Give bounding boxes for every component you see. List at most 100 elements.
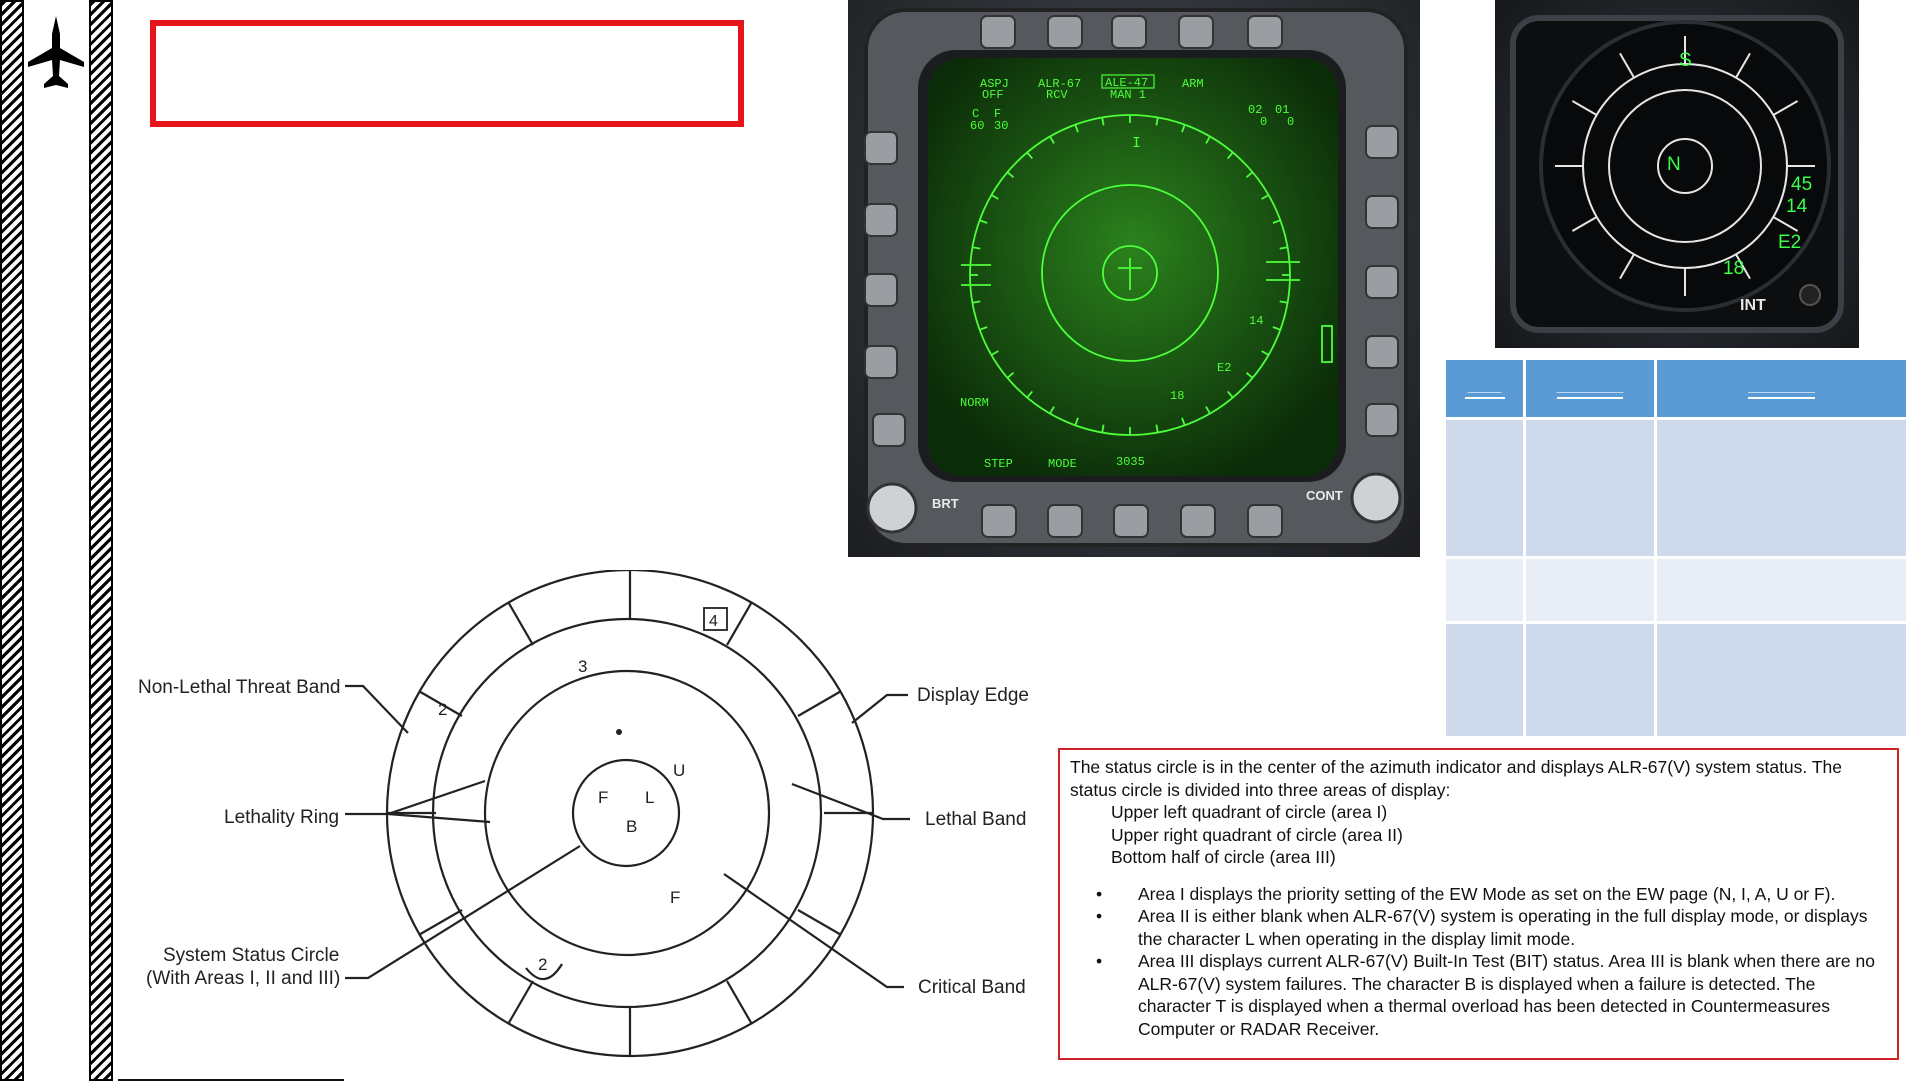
table-cell	[1526, 559, 1654, 621]
symbol-u: U	[673, 761, 685, 780]
tick-mark	[1772, 216, 1799, 232]
left-hazard-rail	[0, 0, 24, 1081]
table-cell	[1446, 559, 1523, 621]
right-hazard-rail	[89, 0, 113, 1081]
cont-knob[interactable]	[1350, 472, 1402, 524]
tick-mark	[1049, 406, 1055, 415]
ale47-label: ALE-47	[1105, 76, 1148, 90]
table-cell	[1446, 420, 1523, 556]
tick-mark	[419, 909, 463, 936]
table-cell	[1657, 420, 1906, 556]
table-cell	[1526, 420, 1654, 556]
tick-mark	[1571, 216, 1598, 232]
aspj-label: ASPJ	[980, 77, 1009, 91]
leader-lethality-1	[345, 779, 486, 816]
alr67-label: ALR-67	[1038, 77, 1081, 91]
status-circle	[1102, 245, 1158, 301]
int-knob[interactable]	[1799, 284, 1821, 306]
tick-mark	[726, 980, 753, 1024]
system-status-circle	[571, 758, 681, 868]
area-1-description: Upper left quadrant of circle (area I)	[1111, 802, 1388, 822]
brt-knob[interactable]	[866, 482, 918, 534]
prog-o2-count: 0	[1260, 115, 1267, 129]
azimuth-status-circle	[1657, 138, 1713, 194]
mfd-tick-marks	[970, 115, 1290, 435]
footer-line	[118, 1079, 344, 1081]
tick-mark	[726, 602, 753, 646]
label-lethal-band: Lethal Band	[925, 809, 1026, 830]
table-header-1: ____	[1446, 360, 1523, 417]
table-header-2: ________	[1526, 360, 1654, 417]
tick-mark	[1074, 417, 1079, 426]
left-bezel-buttons[interactable]	[864, 131, 906, 447]
leader-non-lethal	[345, 684, 409, 734]
tick-mark	[1026, 151, 1033, 160]
mfd-display: BRT CONT ASPJ OFF ALR-67 RCV ALE-47 MAN …	[848, 0, 1420, 557]
rwr-threat-e2: E2	[1778, 232, 1801, 253]
info-bullets: Area I displays the priority setting of …	[1070, 883, 1887, 1041]
tick-mark	[990, 350, 999, 356]
code-label: 3035	[1116, 455, 1145, 469]
page-title	[156, 26, 738, 66]
label-status-circle-1: System Status Circle	[163, 945, 339, 966]
table-header-3: ________	[1657, 360, 1906, 417]
mode-label: MODE	[1048, 457, 1077, 471]
tick-mark	[1619, 253, 1635, 280]
symbol-f-area1: F	[598, 788, 608, 807]
table-cell	[1446, 624, 1523, 736]
ale47-state: MAN 1	[1110, 88, 1146, 102]
right-bezel-buttons[interactable]	[1365, 125, 1399, 437]
table-cell	[1657, 559, 1906, 621]
tick-mark	[1245, 171, 1254, 178]
norm-label: NORM	[960, 396, 989, 410]
bullet-area-1: Area I displays the priority setting of …	[1096, 883, 1887, 906]
bottom-bezel-buttons[interactable]	[981, 504, 1283, 538]
info-table: ____ ________ ________	[1443, 357, 1909, 739]
tick-mark	[1074, 124, 1079, 133]
prog-o1: 01	[1275, 103, 1289, 117]
threat-symbol-e2: E2	[1217, 361, 1231, 375]
symbol-b-area3: B	[626, 817, 637, 836]
leader-status	[345, 845, 581, 980]
threat-arc	[525, 963, 563, 981]
rwr-threat-14: 14	[1786, 196, 1808, 217]
tick-mark	[1772, 100, 1799, 116]
tick-mark	[797, 690, 841, 717]
label-non-lethal-band: Non-Lethal Threat Band	[138, 677, 340, 698]
int-knob-label: INT	[1740, 297, 1766, 314]
tick-mark	[1205, 135, 1211, 144]
table-cell	[1526, 624, 1654, 736]
tick-mark	[507, 602, 534, 646]
tick-mark	[797, 909, 841, 936]
threat-symbol-14: 14	[1249, 314, 1263, 328]
top-bezel-buttons[interactable]	[980, 15, 1283, 49]
threat-symbol-18: 18	[1170, 389, 1184, 403]
brt-label: BRT	[932, 496, 959, 511]
info-box: The status circle is in the center of th…	[1058, 748, 1899, 1060]
tick-mark	[1049, 135, 1055, 144]
tick-mark	[1261, 194, 1270, 200]
azimuth-top-symbol: S	[1679, 50, 1692, 71]
display-edge-ring	[385, 570, 875, 1058]
chaff-label: C	[972, 107, 979, 121]
label-display-edge: Display Edge	[917, 685, 1029, 706]
tick-mark	[979, 219, 988, 224]
table-cell	[1657, 624, 1906, 736]
prog-o1-count: 0	[1287, 115, 1294, 129]
tick-mark	[1155, 117, 1159, 126]
leader-lethal-band	[791, 782, 910, 821]
tick-mark	[1279, 246, 1288, 250]
jet-logo-icon	[28, 16, 84, 88]
tick-mark	[1619, 52, 1635, 79]
flare-label: F	[994, 107, 1001, 121]
table-row	[1446, 624, 1906, 736]
leader-lethality-2	[387, 812, 491, 824]
tick-mark	[1006, 372, 1015, 379]
diagram-dot	[616, 729, 622, 735]
table-row	[1446, 420, 1906, 556]
tick-mark	[972, 300, 981, 304]
symbol-f: F	[670, 888, 680, 907]
label-lethality-ring: Lethality Ring	[224, 807, 339, 828]
rwr-threat-45: 45	[1791, 174, 1812, 195]
arm-label: ARM	[1182, 77, 1204, 91]
